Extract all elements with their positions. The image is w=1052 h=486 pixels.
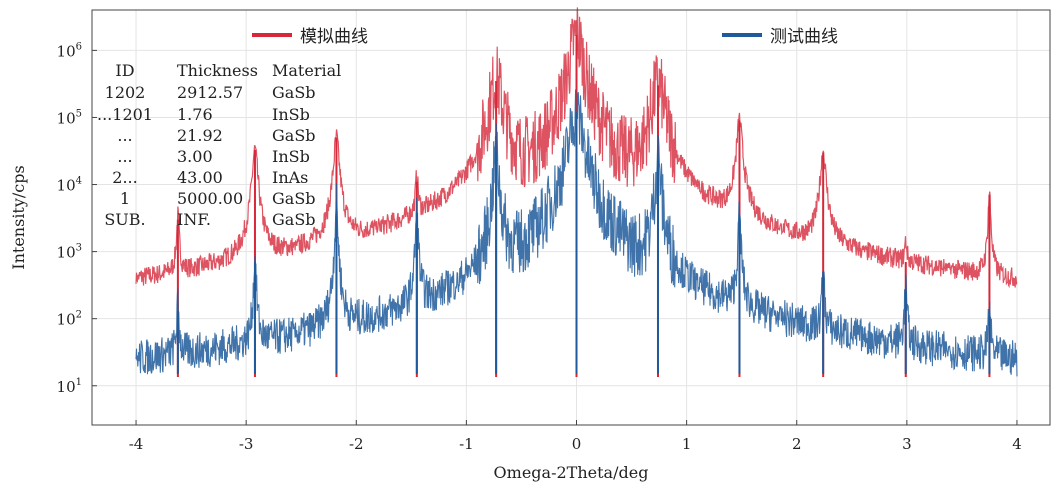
table-header-id: ID [115, 61, 134, 80]
y-tick-label: 103 [57, 243, 82, 262]
y-tick-label: 105 [57, 108, 82, 127]
table-header-thickness: Thickness [177, 61, 258, 80]
x-tick-label: 3 [902, 435, 912, 453]
table-cell-material: InSb [272, 105, 310, 124]
table-cell-thickness: 5000.00 [177, 189, 243, 208]
y-tick-label: 101 [57, 377, 82, 396]
plot-frame [91, 9, 1051, 426]
legend: 模拟曲线 测试曲线 [252, 27, 838, 47]
table-cell-material: GaSb [272, 126, 316, 145]
table-cell-id: 1 [120, 189, 130, 208]
x-tick-label: -1 [459, 435, 474, 453]
y-tick-label: 106 [57, 41, 82, 60]
table-cell-id: 2... [112, 168, 137, 187]
x-tick-label: -4 [129, 435, 144, 453]
x-tick-label: -3 [239, 435, 254, 453]
table-cell-thickness: 21.92 [177, 126, 223, 145]
table-cell-id: 1202 [105, 83, 146, 102]
table-cell-id: SUB. [104, 210, 145, 229]
curves [135, 7, 1018, 378]
table-cell-thickness: 1.76 [177, 105, 213, 124]
table-cell-thickness: 43.00 [177, 168, 223, 187]
y-tick-label: 102 [57, 310, 82, 329]
x-tick-label: 0 [572, 435, 582, 453]
y-axis-label: Intensity/cps [9, 165, 28, 269]
y-tick-label: 104 [57, 176, 82, 195]
y-axis: 101 102 103 104 105 106 [57, 41, 97, 396]
table-cell-thickness: 3.00 [177, 147, 213, 166]
x-axis-label: Omega-2Theta/deg [494, 463, 649, 482]
table-cell-material: GaSb [272, 83, 316, 102]
legend-label-simulated: 模拟曲线 [300, 27, 368, 47]
x-tick-label: -2 [349, 435, 364, 453]
layer-table: ID Thickness Material 1202 2912.57 GaSb … [97, 61, 341, 229]
table-cell-id: ... [117, 126, 132, 145]
legend-label-measured: 测试曲线 [770, 27, 838, 47]
table-cell-material: GaSb [272, 210, 316, 229]
table-cell-id: ...1201 [97, 105, 153, 124]
table-header-material: Material [272, 61, 341, 80]
x-axis: -4 -3 -2 -1 0 1 2 3 4 [129, 420, 1022, 453]
table-cell-thickness: 2912.57 [177, 83, 243, 102]
simulated-curve [135, 7, 1018, 289]
x-tick-label: 2 [792, 435, 802, 453]
table-cell-material: GaSb [272, 189, 316, 208]
x-tick-label: 4 [1012, 435, 1022, 453]
x-tick-label: 1 [682, 435, 692, 453]
table-cell-material: InSb [272, 147, 310, 166]
table-cell-material: InAs [272, 168, 308, 187]
table-cell-id: ... [117, 147, 132, 166]
table-cell-thickness: INF. [177, 210, 211, 229]
